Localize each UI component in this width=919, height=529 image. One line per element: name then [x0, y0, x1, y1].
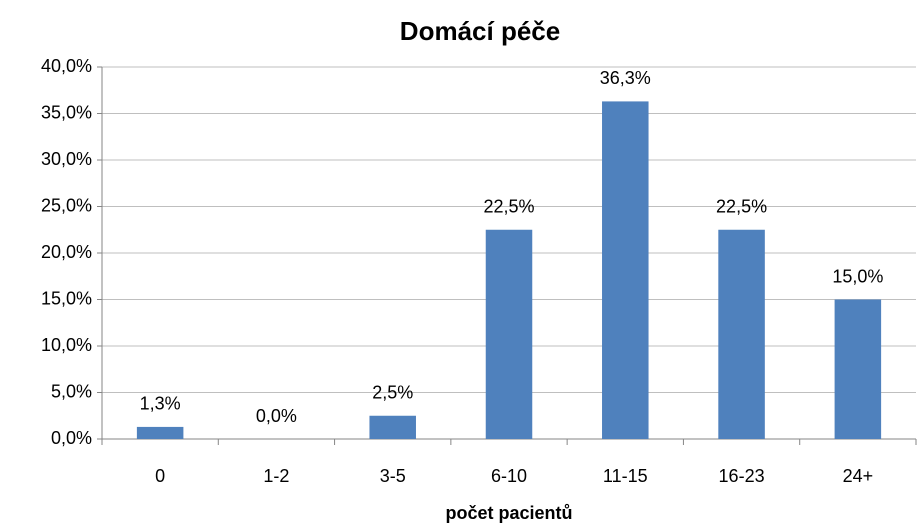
chart-title: Domácí péče [400, 16, 560, 46]
x-tick-label: 1-2 [263, 466, 289, 486]
y-tick-label: 25,0% [41, 195, 92, 215]
data-label: 22,5% [716, 197, 767, 217]
data-label: 1,3% [140, 394, 181, 414]
x-tick-label: 24+ [843, 466, 874, 486]
y-tick-label: 40,0% [41, 56, 92, 76]
data-label: 22,5% [483, 197, 534, 217]
bar [602, 101, 649, 439]
bar [369, 415, 416, 439]
y-tick-label: 20,0% [41, 242, 92, 262]
data-label: 15,0% [832, 266, 883, 286]
bar [136, 426, 184, 439]
x-tick-label: 3-5 [380, 466, 406, 486]
y-tick-label: 10,0% [41, 335, 92, 355]
bar [718, 229, 765, 439]
x-tick-label: 16-23 [719, 466, 765, 486]
data-label: 0,0% [256, 406, 297, 426]
y-tick-label: 15,0% [41, 288, 92, 308]
data-label: 36,3% [600, 68, 651, 88]
data-label: 2,5% [372, 383, 413, 403]
x-tick-label: 11-15 [603, 466, 648, 486]
y-tick-label: 5,0% [51, 381, 92, 401]
bar [485, 229, 533, 439]
y-tick-label: 35,0% [41, 102, 92, 122]
x-tick-label: 0 [155, 466, 165, 486]
y-tick-label: 30,0% [41, 149, 92, 169]
x-tick-label: 6-10 [491, 466, 527, 486]
x-axis-label: počet pacientů [445, 503, 572, 523]
y-tick-label: 0,0% [51, 428, 92, 448]
bar [834, 299, 882, 439]
